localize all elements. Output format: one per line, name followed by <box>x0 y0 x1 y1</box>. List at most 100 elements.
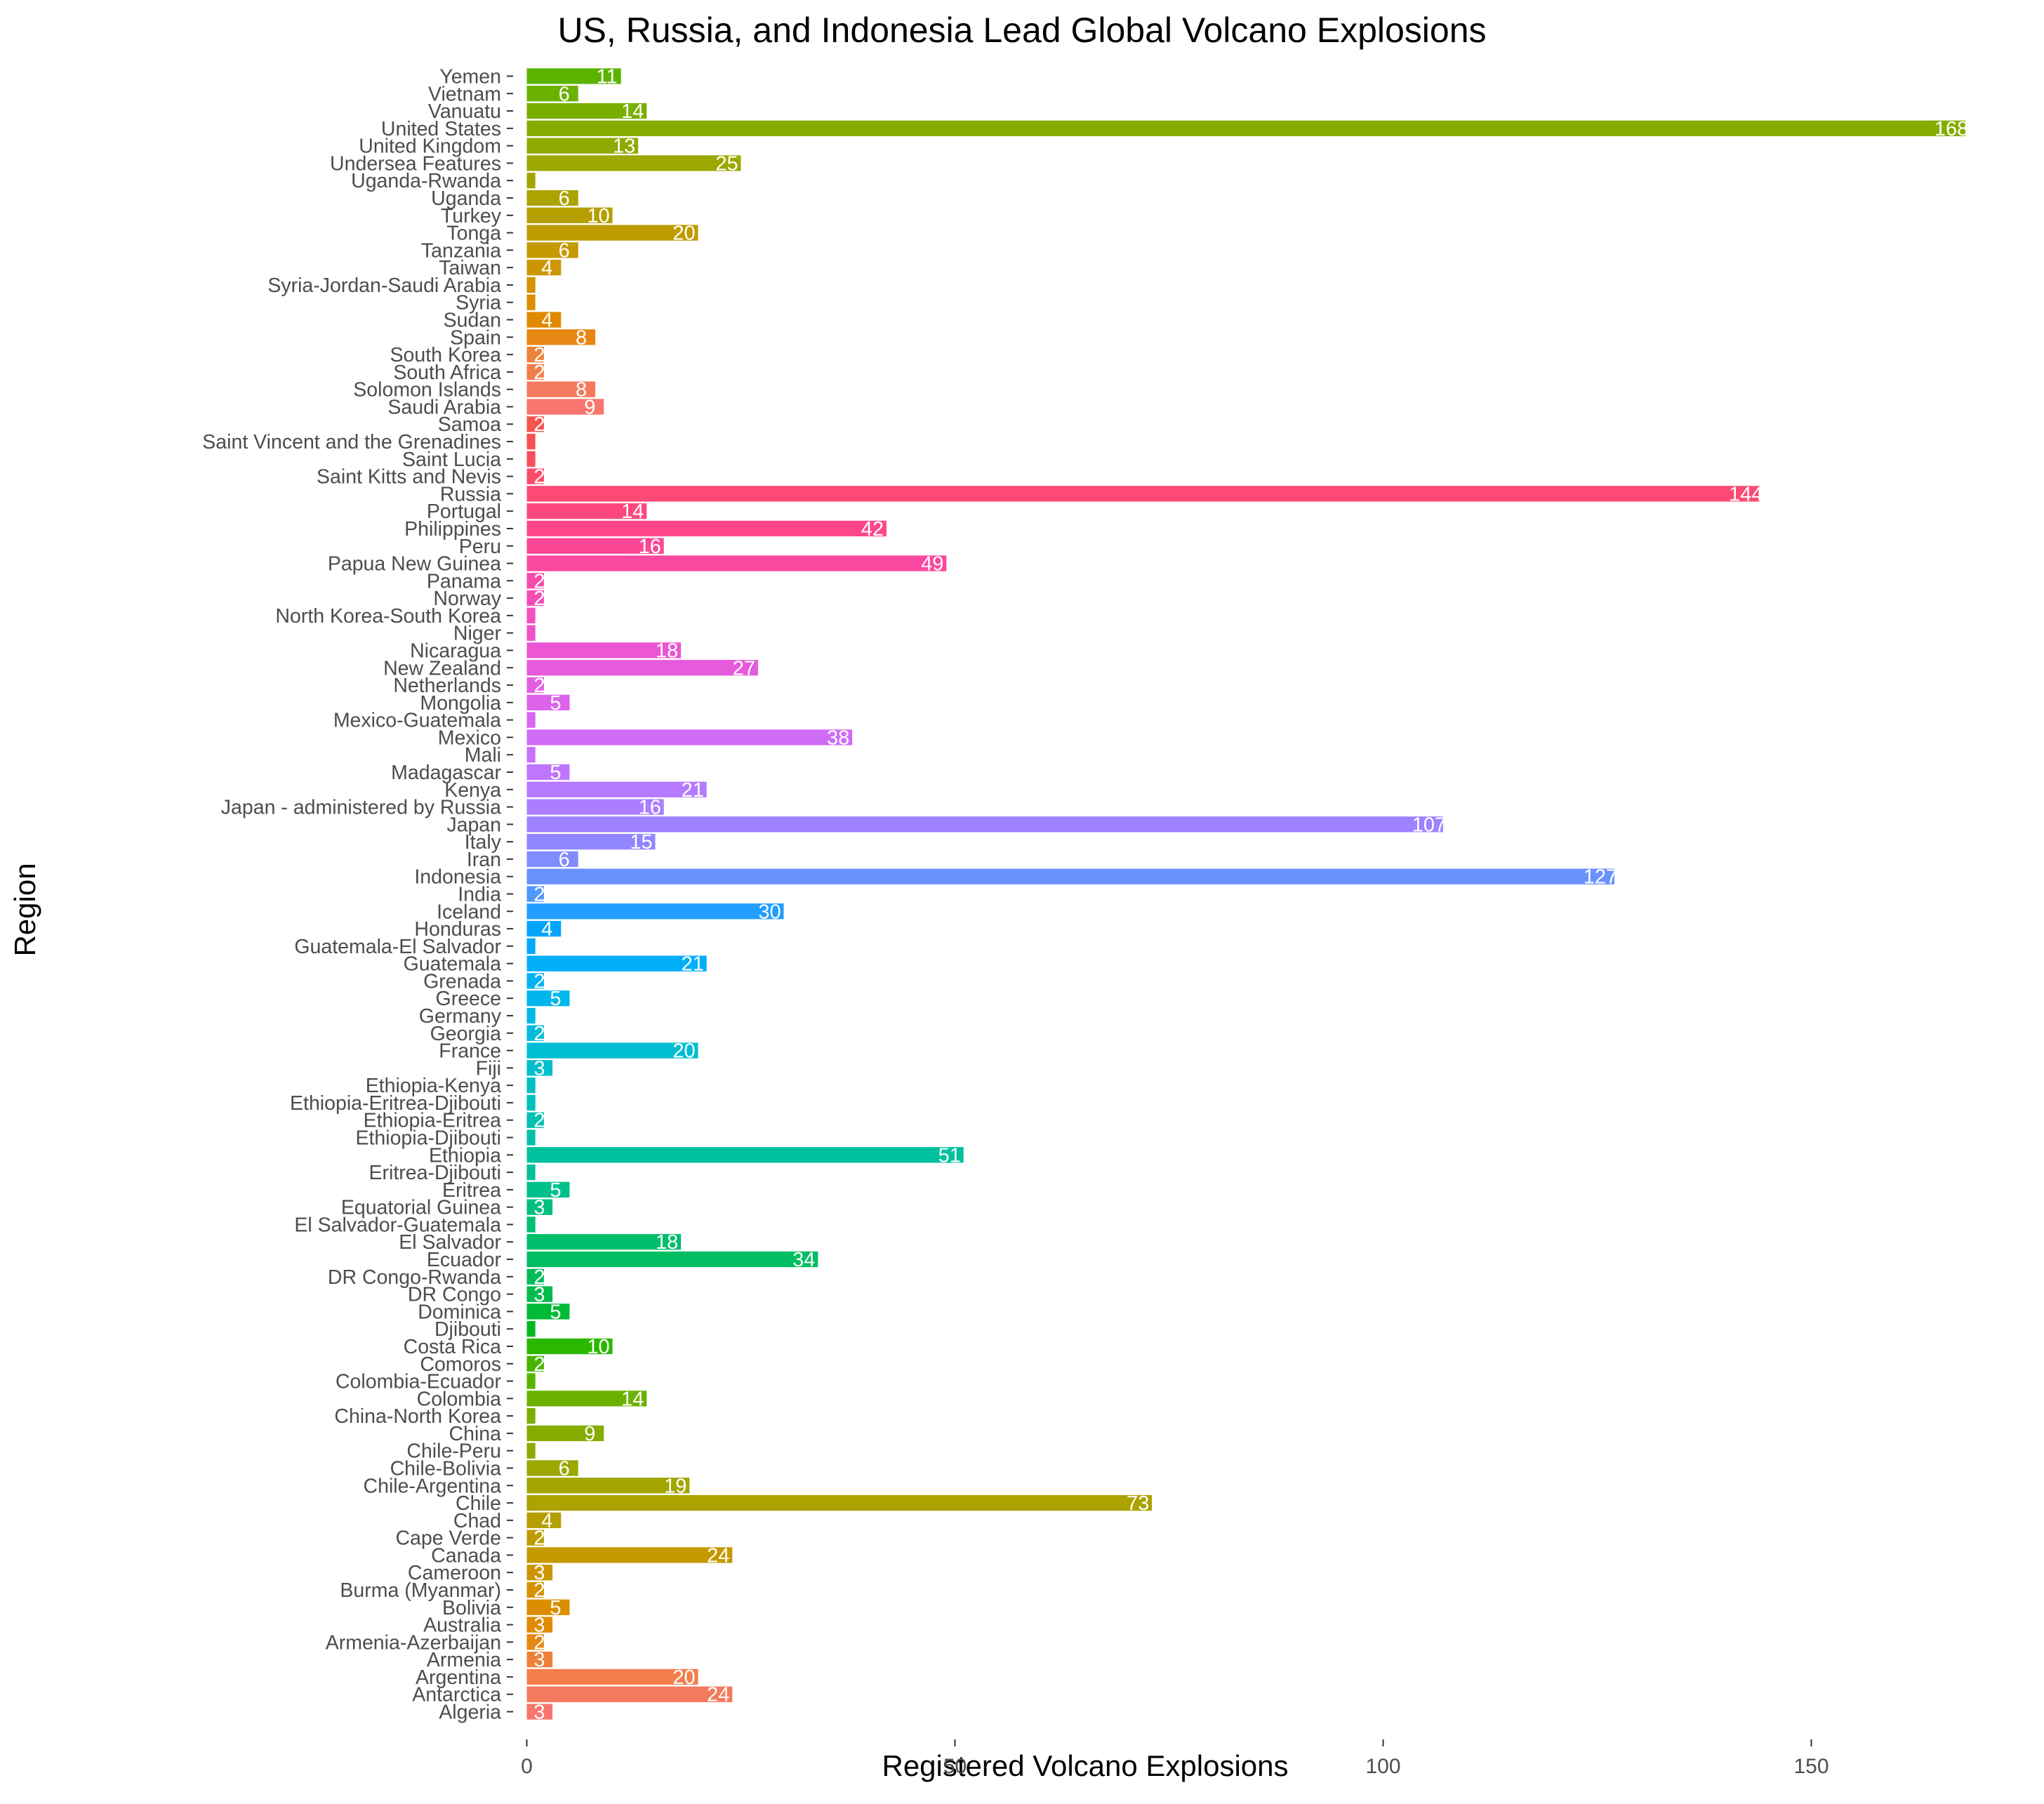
bar-comoros <box>526 1355 544 1372</box>
data-label-costa-rica: 10 <box>587 1336 609 1358</box>
data-label-south-korea: 2 <box>533 344 545 366</box>
y-tick-label: Ethiopia-Kenya <box>366 1075 501 1097</box>
bar-panama <box>526 573 544 589</box>
y-tick-label: Iceland <box>437 901 501 923</box>
data-label-nicaragua: 18 <box>656 639 678 662</box>
bar-tanzania <box>526 242 578 258</box>
data-label-el-salvador: 18 <box>656 1231 678 1254</box>
data-label-equatorial-guinea: 3 <box>533 1197 545 1219</box>
x-tick-label: 50 <box>943 1755 967 1778</box>
bar-chad <box>526 1512 562 1528</box>
data-label-ethiopia-kenya: 1 <box>533 1075 545 1097</box>
data-label-cameroon: 3 <box>533 1562 545 1584</box>
bar-italy <box>526 833 656 850</box>
y-tick-label: Vanuatu <box>428 100 501 123</box>
y-tick-label: Kenya <box>444 779 501 802</box>
y-tick-label: DR Congo-Rwanda <box>328 1266 501 1289</box>
bar-saint-kitts-and-nevis <box>526 468 544 484</box>
data-label-mali: 1 <box>533 744 545 767</box>
bar-djibouti <box>526 1321 536 1337</box>
bar-el-salvador <box>526 1234 682 1250</box>
data-label-turkey: 10 <box>587 205 609 227</box>
y-tick-label: Ethiopia-Djibouti <box>355 1127 501 1150</box>
bar-south-korea <box>526 346 544 363</box>
bar-madagascar <box>526 764 570 781</box>
bar-japan-administered-by-russia <box>526 799 664 815</box>
y-tick-label: Guatemala-El Salvador <box>294 936 501 958</box>
bar-equatorial-guinea <box>526 1199 553 1215</box>
y-tick-label: Uganda <box>431 187 501 210</box>
bar-saint-lucia <box>526 451 536 467</box>
bar-samoa <box>526 416 544 432</box>
bar-dr-congo <box>526 1286 553 1302</box>
bar-guatemala <box>526 955 707 971</box>
bar-russia <box>526 486 1760 502</box>
y-tick-label: North Korea-South Korea <box>275 605 501 628</box>
bar-peru <box>526 538 664 554</box>
data-label-canada: 24 <box>707 1544 729 1567</box>
y-tick-label: Burma (Myanmar) <box>340 1579 501 1602</box>
data-label-norway: 2 <box>533 588 545 610</box>
y-tick-label: Tanzania <box>421 239 501 262</box>
bar-france <box>526 1042 698 1059</box>
y-tick-label: Japan <box>446 814 501 836</box>
bar-dominica <box>526 1304 570 1320</box>
data-label-ethiopia-eritrea: 2 <box>533 1110 545 1132</box>
data-label-el-salvador-guatemala: 1 <box>533 1214 545 1236</box>
bar-taiwan <box>526 260 562 276</box>
y-tick-label: Argentina <box>416 1666 501 1689</box>
data-label-philippines: 42 <box>861 518 884 540</box>
data-label-undersea-features: 25 <box>715 152 738 175</box>
y-tick-label: Netherlands <box>393 675 501 697</box>
y-tick-label: United States <box>381 118 501 140</box>
data-label-syria: 1 <box>533 292 545 314</box>
bar-germany <box>526 1007 536 1024</box>
y-tick-label: Bolivia <box>442 1597 501 1619</box>
y-tick-label: Colombia-Ecuador <box>336 1371 502 1393</box>
bar-syria-jordan-saudi-arabia <box>526 277 536 293</box>
data-label-ethiopia: 51 <box>938 1144 961 1167</box>
bar-saint-vincent-and-the-grenadines <box>526 433 536 450</box>
bar-niger <box>526 625 536 641</box>
data-label-fiji: 3 <box>533 1057 545 1080</box>
bar-norway <box>526 590 544 606</box>
bar-mexico <box>526 729 853 745</box>
bar-new-zealand <box>526 660 758 676</box>
y-tick-label: South Africa <box>393 362 501 384</box>
bar-eritrea-djibouti <box>526 1164 536 1181</box>
bar-costa-rica <box>526 1338 613 1355</box>
data-label-honduras: 4 <box>541 918 552 941</box>
y-tick-label: Mexico <box>438 727 501 749</box>
bars-layer <box>526 68 1966 1720</box>
bar-burma-myanmar <box>526 1581 544 1598</box>
data-label-vietnam: 6 <box>559 83 570 105</box>
data-label-djibouti: 1 <box>533 1318 545 1341</box>
data-label-saudi-arabia: 9 <box>584 396 595 418</box>
y-tick-label: Taiwan <box>439 257 501 279</box>
bar-australia <box>526 1617 553 1633</box>
data-label-yemen: 11 <box>597 66 618 88</box>
data-label-indonesia: 127 <box>1584 866 1617 889</box>
y-tick-label: Syria <box>456 292 501 314</box>
y-tick-label: Colombia <box>417 1388 502 1410</box>
bar-ethiopia <box>526 1147 964 1163</box>
y-tick-label: Tonga <box>446 223 501 245</box>
data-label-eritrea-djibouti: 1 <box>533 1162 545 1184</box>
y-tick-label: Grenada <box>423 970 501 993</box>
y-tick-label: Norway <box>433 588 501 610</box>
y-tick-label: Mexico-Guatemala <box>333 710 501 732</box>
bar-chile-peru <box>526 1442 536 1459</box>
data-label-ethiopia-eritrea-djibouti: 1 <box>533 1092 545 1115</box>
y-tick-label: Turkey <box>441 205 502 227</box>
y-tick-label: Syria-Jordan-Saudi Arabia <box>267 274 501 297</box>
bar-el-salvador-guatemala <box>526 1216 536 1233</box>
y-tick-label: Ethiopia <box>429 1144 501 1167</box>
y-axis: AlgeriaAntarcticaArgentinaArmeniaArmenia… <box>202 66 513 1724</box>
bar-greece <box>526 990 570 1007</box>
data-label-chile-peru: 1 <box>533 1440 545 1463</box>
data-label-eritrea: 5 <box>550 1179 561 1202</box>
y-tick-label: Dominica <box>418 1301 501 1323</box>
data-label-united-kingdom: 13 <box>613 135 635 158</box>
